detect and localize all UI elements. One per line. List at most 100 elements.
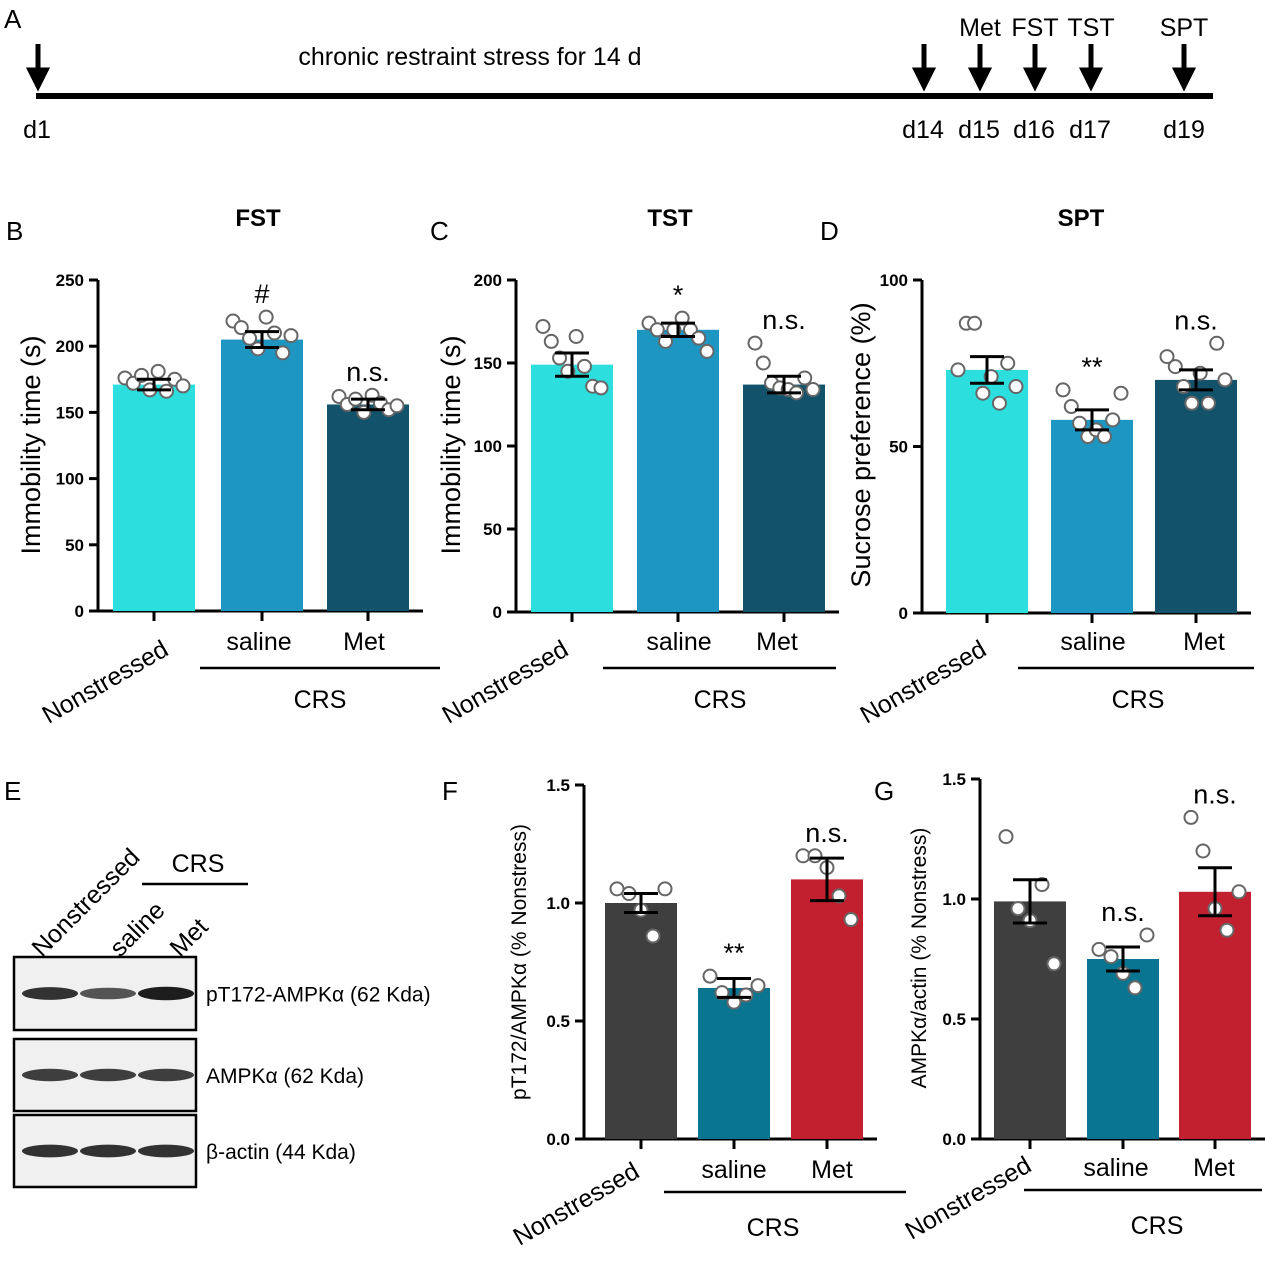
- data-point: [699, 343, 715, 359]
- significance-marker: n.s.: [762, 305, 806, 335]
- y-tick-label: 1.0: [546, 894, 570, 913]
- data-point: [1010, 901, 1026, 917]
- data-point: [543, 333, 559, 349]
- data-point: [975, 385, 991, 401]
- category-label-saline: saline: [226, 628, 291, 656]
- data-point: [1219, 922, 1235, 938]
- blot-row-label: AMPKα (62 Kda): [206, 1065, 364, 1088]
- timeline-arrow: [1171, 44, 1197, 92]
- y-tick-label: 100: [880, 271, 908, 290]
- significance-marker: n.s.: [1174, 305, 1218, 335]
- category-label-nonstressed: Nonstressed: [508, 1157, 644, 1251]
- data-point: [1231, 884, 1247, 900]
- group-label: CRS: [1131, 1212, 1184, 1240]
- chart-panel-c: C TST 0 50 100 150 200 Immobility time (s) * n.s.…: [430, 205, 839, 729]
- blot-lane-label-saline: saline: [104, 896, 170, 962]
- data-point: [1072, 415, 1088, 431]
- timeline-day-label: d17: [1069, 116, 1111, 144]
- data-point: [807, 848, 823, 864]
- category-label-nonstressed: Nonstressed: [37, 635, 173, 729]
- y-tick-label: 0: [899, 604, 908, 623]
- data-point: [1195, 843, 1211, 859]
- timeline-test-label: FST: [1011, 14, 1058, 42]
- bar-met: [327, 404, 409, 611]
- data-point: [1127, 980, 1143, 996]
- bar-met: [1155, 379, 1237, 613]
- category-label-met: Met: [1183, 628, 1225, 656]
- significance-marker: #: [254, 279, 269, 309]
- blot-band: [80, 1068, 136, 1082]
- timeline-arrow: [1078, 44, 1104, 92]
- data-point: [1200, 395, 1216, 411]
- data-point: [805, 382, 821, 398]
- category-label-saline: saline: [646, 628, 711, 656]
- y-tick-label: 0.0: [546, 1130, 570, 1149]
- data-point: [1000, 355, 1016, 371]
- data-point: [1159, 349, 1175, 365]
- category-label-saline: saline: [1060, 628, 1125, 656]
- data-point: [258, 309, 274, 325]
- group-label: CRS: [1112, 686, 1165, 714]
- bar-nonstressed: [531, 364, 613, 612]
- timeline-day-label: d15: [958, 116, 1000, 144]
- data-point: [1091, 941, 1107, 957]
- y-tick-label: 50: [483, 520, 502, 539]
- panel-label: C: [430, 216, 449, 246]
- bar-met: [743, 384, 825, 612]
- panel-label: G: [874, 776, 894, 806]
- group-label: CRS: [747, 1214, 800, 1242]
- data-point: [568, 328, 584, 344]
- data-point: [702, 968, 718, 984]
- data-point: [275, 345, 291, 361]
- blot-band: [138, 1144, 194, 1158]
- data-point: [1209, 335, 1225, 351]
- data-point: [175, 378, 191, 394]
- y-tick-label: 0.5: [546, 1012, 570, 1031]
- data-point: [233, 320, 249, 336]
- timeline-test-label: Met: [959, 14, 1001, 42]
- blot-band: [22, 987, 78, 1000]
- chart-title: SPT: [1058, 205, 1105, 232]
- y-tick-label: 0.5: [942, 1010, 966, 1029]
- significance-marker: n.s.: [805, 818, 849, 848]
- category-label-nonstressed: Nonstressed: [855, 635, 991, 729]
- bar-nonstressed: [946, 369, 1028, 613]
- category-label-met: Met: [811, 1156, 853, 1184]
- category-label-nonstressed: Nonstressed: [437, 635, 573, 729]
- bar-nonstressed: [605, 903, 677, 1139]
- data-point: [998, 829, 1014, 845]
- blot-band: [22, 1068, 78, 1082]
- data-point: [1183, 809, 1199, 825]
- category-label-met: Met: [1193, 1154, 1235, 1182]
- y-tick-label: 50: [65, 536, 84, 555]
- data-point: [1008, 379, 1024, 395]
- category-label-saline: saline: [1083, 1154, 1148, 1182]
- panel-label-a: A: [4, 4, 22, 34]
- significance-marker: n.s.: [1193, 779, 1237, 809]
- bar-saline: [1051, 419, 1133, 613]
- data-point: [1103, 949, 1119, 965]
- y-axis-label: Immobility time (s): [16, 335, 46, 554]
- category-label-saline: saline: [701, 1156, 766, 1184]
- data-point: [1105, 412, 1121, 428]
- data-point: [645, 928, 661, 944]
- data-point: [967, 315, 983, 331]
- significance-marker: **: [723, 938, 745, 968]
- blot-band: [22, 1144, 78, 1158]
- data-point: [657, 881, 673, 897]
- data-point: [1063, 399, 1079, 415]
- category-label-met: Met: [343, 628, 385, 656]
- group-label: CRS: [694, 686, 747, 714]
- chart-panel-b: B FST 0 50 100 150 200 250 Immobility time (s) # n…: [6, 205, 440, 729]
- y-tick-label: 0: [75, 602, 84, 621]
- y-tick-label: 1.5: [942, 770, 966, 789]
- blot-row-label: pT172-AMPKα (62 Kda): [206, 984, 431, 1007]
- timeline-arrow: [25, 44, 51, 92]
- y-tick-label: 0: [493, 603, 502, 622]
- y-axis-label: Immobility time (s): [436, 335, 466, 554]
- bar-saline: [637, 329, 719, 612]
- timeline-day-label: d19: [1163, 116, 1205, 144]
- data-point: [1217, 372, 1233, 388]
- data-point: [649, 322, 665, 338]
